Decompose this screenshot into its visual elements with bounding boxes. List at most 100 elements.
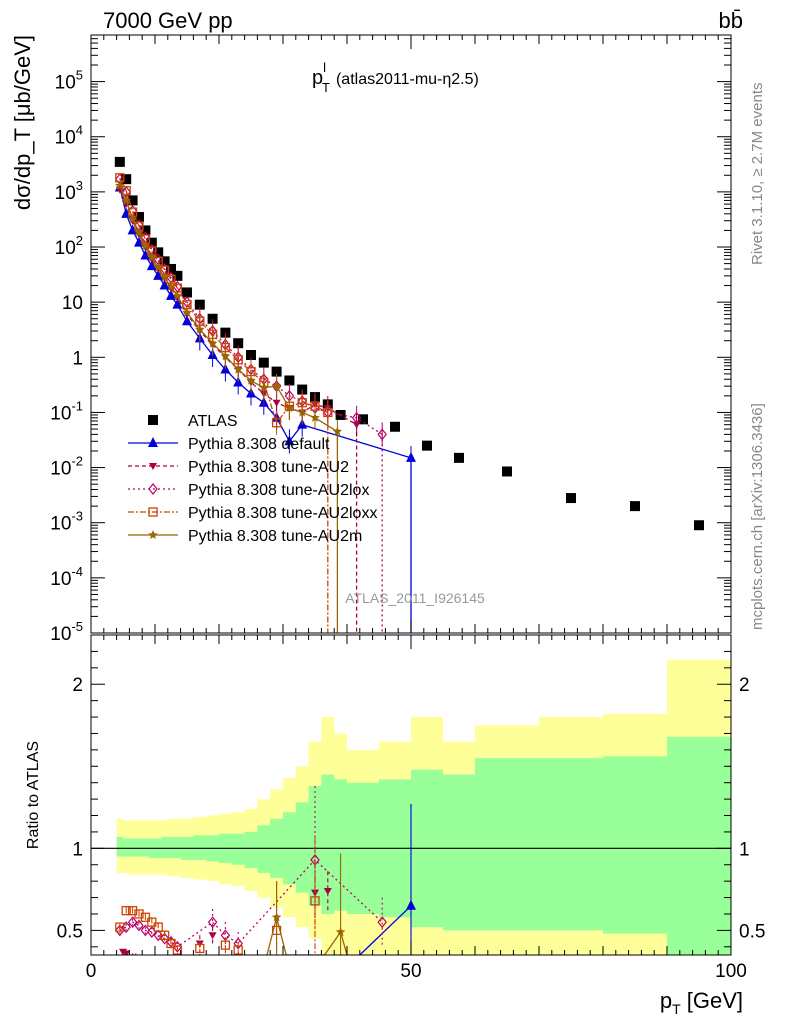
data-point xyxy=(121,174,132,185)
data-point xyxy=(146,237,157,248)
watermark: ATLAS_2011_I926145 xyxy=(345,590,485,606)
legend-entry-pythia-8-308-tune-au2loxx: Pythia 8.308 tune-AU2loxx xyxy=(128,505,377,522)
data-point xyxy=(134,227,144,237)
data-point xyxy=(182,287,192,298)
data-point xyxy=(140,240,151,250)
data-point xyxy=(121,195,131,205)
data-point xyxy=(332,426,343,436)
mcplots-label: mcplots.cern.ch [arXiv:1306.3436] xyxy=(749,403,766,630)
main-y-axis-label: dσ/dp_T [μb/GeV] xyxy=(10,35,35,210)
ratio-point xyxy=(233,937,243,950)
ratio-series-pythia-8-308-default xyxy=(359,804,416,955)
data-point xyxy=(147,252,157,262)
data-point xyxy=(182,307,192,317)
data-point xyxy=(297,407,307,417)
data-point xyxy=(390,421,400,432)
ratio-point xyxy=(406,899,416,910)
ratio-point xyxy=(166,938,176,949)
data-point xyxy=(271,381,282,391)
data-point xyxy=(114,156,125,167)
data-point xyxy=(127,195,138,206)
x-tick-label: 50 xyxy=(400,961,421,982)
legend-marker xyxy=(148,530,158,539)
data-point xyxy=(172,298,183,309)
ratio-point xyxy=(377,916,387,929)
data-point xyxy=(182,315,192,326)
rivet-label: Rivet 3.1.10, ≥ 2.7M events xyxy=(749,83,766,266)
uncertainty-band-inner xyxy=(116,736,731,955)
data-point xyxy=(246,350,256,361)
y-tick-label: 10 xyxy=(62,293,83,314)
ratio-line xyxy=(266,917,348,955)
ratio-point xyxy=(121,906,131,916)
data-point xyxy=(220,351,231,361)
ratio-point xyxy=(220,940,231,950)
ratio-point xyxy=(140,912,151,922)
data-point xyxy=(166,289,176,300)
data-point xyxy=(502,466,512,477)
series-line xyxy=(119,177,329,425)
legend-marker xyxy=(149,463,157,470)
ratio-point xyxy=(172,945,183,955)
ratio-y-tick-label-right: 1 xyxy=(739,839,750,860)
y-tick-label: 10-4 xyxy=(50,564,83,590)
data-point xyxy=(115,180,125,190)
ratio-y-tick-label-right: 0.5 xyxy=(739,921,765,942)
data-point xyxy=(358,414,368,425)
legend-entry-pythia-8-308-default: Pythia 8.308 default xyxy=(128,436,330,453)
ratio-point xyxy=(195,943,205,954)
data-point xyxy=(146,260,157,271)
data-point xyxy=(271,366,282,377)
data-point xyxy=(172,270,183,281)
ratio-point xyxy=(208,932,217,940)
data-point xyxy=(140,225,151,236)
series-pythia-8-308-tune-au2m xyxy=(115,180,343,633)
data-point xyxy=(207,313,218,324)
ratio-point xyxy=(115,922,125,932)
data-point xyxy=(233,338,244,349)
legend: ATLAS Pythia 8.308 default Pythia 8.308 tu… xyxy=(128,413,377,545)
ratio-point xyxy=(323,888,332,895)
data-point xyxy=(195,324,205,334)
data-point xyxy=(454,452,464,463)
data-point xyxy=(694,520,704,531)
ratio-y-tick-label-right: 2 xyxy=(739,675,750,696)
ratio-y-tick-label: 2 xyxy=(72,675,83,696)
legend-marker xyxy=(148,437,158,447)
data-point xyxy=(127,214,138,224)
ratio-point xyxy=(153,922,163,932)
y-tick-label: 104 xyxy=(55,123,83,149)
legend-entry-pythia-8-308-tune-au2: Pythia 8.308 tune-AU2 xyxy=(128,459,349,476)
ratio-point xyxy=(159,932,170,945)
legend-label: Pythia 8.308 tune-AU2loxx xyxy=(188,505,377,522)
data-point xyxy=(284,375,295,386)
data-point xyxy=(140,249,151,260)
ratio-point xyxy=(310,896,320,906)
data-point xyxy=(153,269,164,280)
process-label: bb̄ xyxy=(719,8,743,33)
ratio-point xyxy=(271,912,282,922)
legend-entry-pythia-8-308-tune-au2m: Pythia 8.308 tune-AU2m xyxy=(128,528,362,545)
ratio-y-tick-label: 1 xyxy=(72,839,83,860)
legend-label: Pythia 8.308 tune-AU2 xyxy=(188,459,349,476)
energy-label: 7000 GeV pp xyxy=(103,8,233,33)
data-point xyxy=(422,440,432,451)
plot-title: pl T (atlas2011-mu-η2.5) xyxy=(312,60,479,95)
data-point xyxy=(246,375,256,385)
y-tick-label: 105 xyxy=(55,68,83,94)
data-point xyxy=(159,272,170,282)
ratio-line xyxy=(359,905,412,955)
legend-label: Pythia 8.308 default xyxy=(188,436,330,453)
data-point xyxy=(258,357,269,368)
ratio-point xyxy=(147,917,157,927)
data-point xyxy=(323,407,333,418)
data-point xyxy=(166,281,176,291)
legend-label: Pythia 8.308 tune-AU2lox xyxy=(188,482,369,499)
data-point xyxy=(172,290,183,300)
data-point xyxy=(630,501,640,512)
legend-marker xyxy=(148,483,158,495)
data-point xyxy=(153,262,163,272)
data-point xyxy=(377,428,387,441)
ratio-series-pythia-8-308-tune-au2m xyxy=(266,853,348,955)
